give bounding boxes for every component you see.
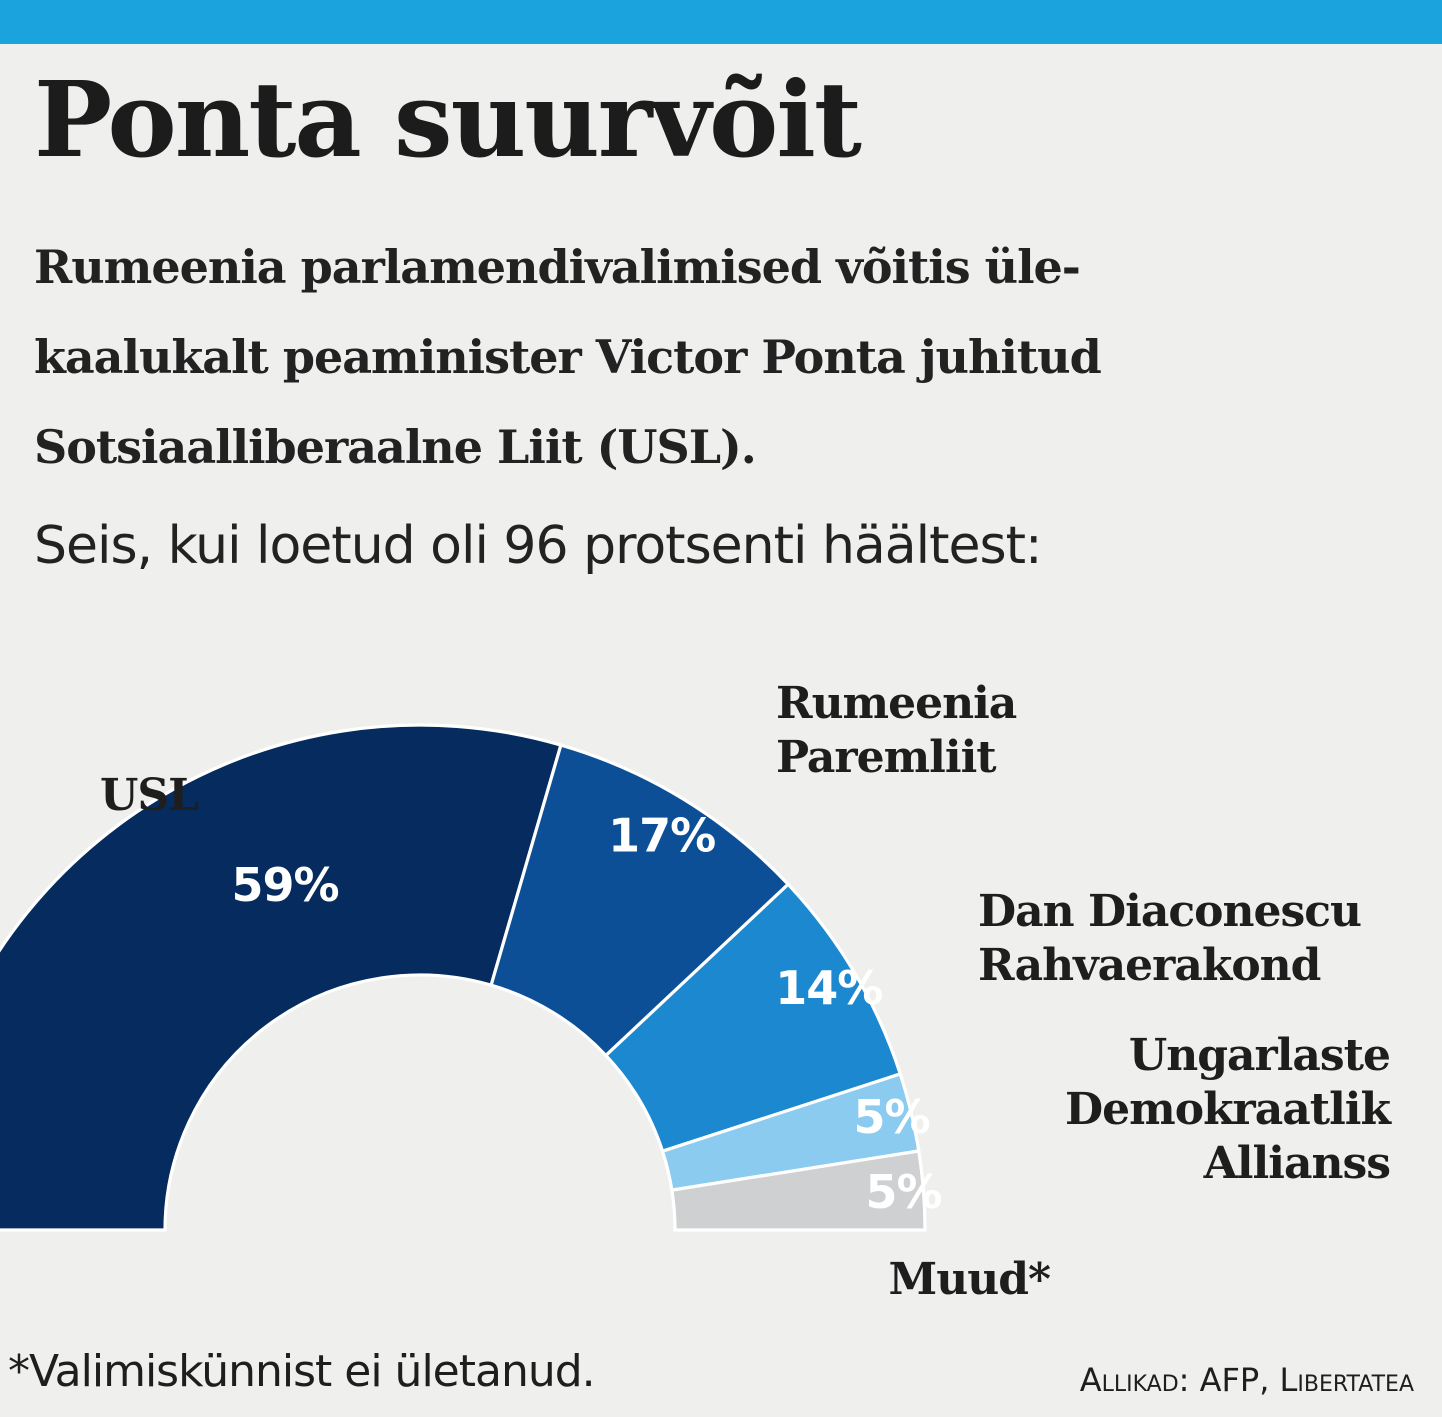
category-label-3: Dan Diaconescu Rahvaerakond <box>978 886 1361 991</box>
chart-value-labels: 59% 17% 14% 5% 5% <box>231 809 942 1219</box>
category-label-line: Rumeenia <box>776 678 1017 729</box>
subtitle: Rumeenia parlamendivalimised võitis üle-… <box>34 222 1414 492</box>
chart-segments <box>0 723 927 1232</box>
category-label-line: USL <box>100 770 198 821</box>
category-label-line: Demokraatlik <box>1065 1084 1392 1135</box>
top-accent-bar <box>0 0 1442 44</box>
chart-category-labels: USL Rumeenia Paremliit Dan Diaconescu Rahvae… <box>100 678 1394 1305</box>
segment-1 <box>0 723 563 1232</box>
category-label-5: Muud* <box>889 1254 1051 1305</box>
category-label-line: Dan Diaconescu <box>978 886 1361 937</box>
subtitle-line-1: Rumeenia parlamendivalimised võitis üle- <box>34 240 1081 294</box>
page-title: Ponta suurvõit <box>34 58 862 181</box>
category-label-line: Muud* <box>889 1254 1051 1305</box>
category-label-line: Ungarlaste <box>1129 1030 1390 1081</box>
value-label-3: 14% <box>775 961 882 1015</box>
subtitle-line-2: kaalukalt peaminister Victor Ponta juhit… <box>34 330 1102 384</box>
category-label-line: Allianss <box>1203 1138 1390 1189</box>
footnote: *Valimiskünnist ei ületanud. <box>8 1346 596 1397</box>
segment-5 <box>670 1149 927 1232</box>
half-donut-chart: 59% 17% 14% 5% 5% USL Rumeenia Paremliit Dan Di… <box>0 678 1394 1305</box>
subtitle-line-3: Sotsiaalliberaalne Liit (USL). <box>34 420 757 474</box>
value-label-2: 17% <box>608 809 715 863</box>
value-label-1: 59% <box>231 858 338 912</box>
value-label-4: 5% <box>854 1090 930 1144</box>
category-label-line: Rahvaerakond <box>978 940 1321 991</box>
count-status-text: Seis, kui loetud oli 96 protsenti häälte… <box>34 516 1042 576</box>
category-label-1: USL <box>100 770 198 821</box>
value-label-5: 5% <box>865 1165 941 1219</box>
source-credit: Allikad: AFP, Libertatea <box>1079 1361 1414 1399</box>
category-label-2: Rumeenia Paremliit <box>776 678 1017 783</box>
category-label-line: Paremliit <box>776 732 997 783</box>
category-label-4: Ungarlaste Demokraatlik Allianss <box>1065 1030 1392 1189</box>
